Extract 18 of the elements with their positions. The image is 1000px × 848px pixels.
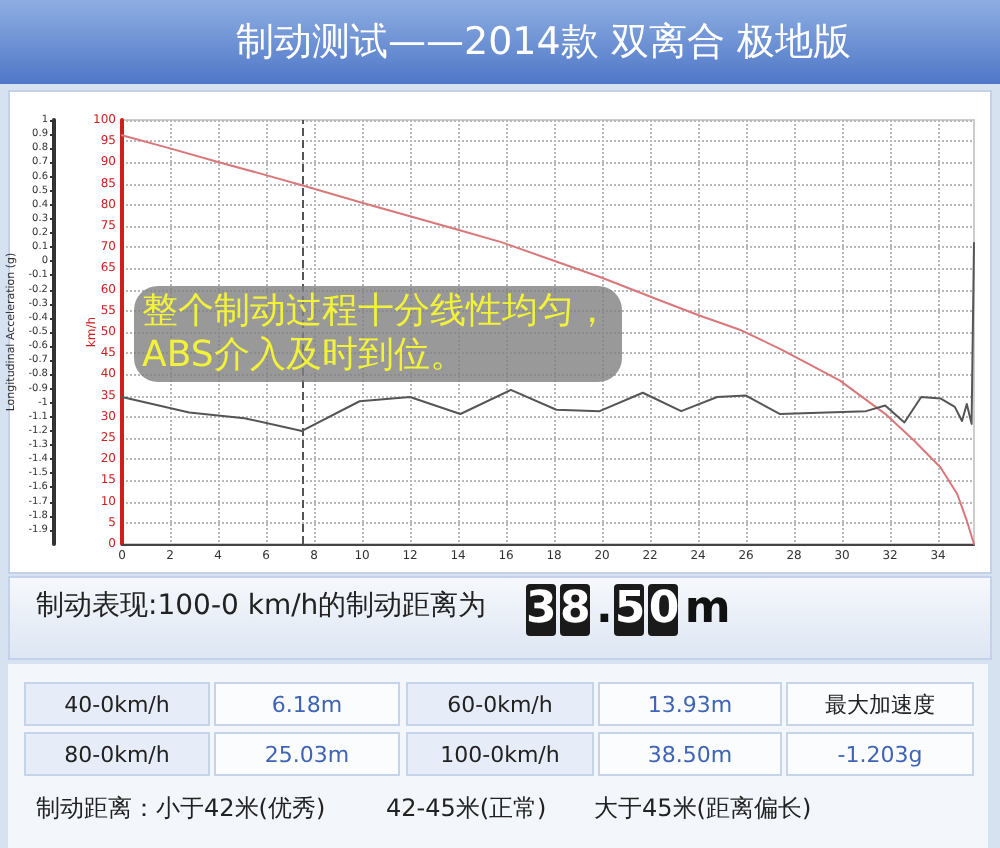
text: 100-0km/h [406,732,594,776]
line-series [121,134,975,545]
text: 最大加速度 [786,682,974,726]
text: 38.50m [598,732,782,776]
text: 40-0km/h [24,682,210,726]
text: -1.203g [786,732,974,776]
chart-title: 制动测试——2014款 双离合 极地版 [236,18,851,66]
text: 制动表现:100-0 km/h的制动距离为 [36,588,487,626]
text: 80-0km/h [24,732,210,776]
text: 13.93m [598,682,782,726]
text: 6.18m [214,682,400,726]
text: 制动距离：小于42米(优秀) [36,792,326,824]
text: 大于45米(距离偏长) [594,792,812,824]
text: 25.03m [214,732,400,776]
text: 42-45米(正常) [386,792,547,824]
annotation: 整个制动过程十分线性均匀， ABS介入及时到位。 [134,286,622,382]
text: 38.50m [526,584,733,636]
text: 60-0km/h [406,682,594,726]
